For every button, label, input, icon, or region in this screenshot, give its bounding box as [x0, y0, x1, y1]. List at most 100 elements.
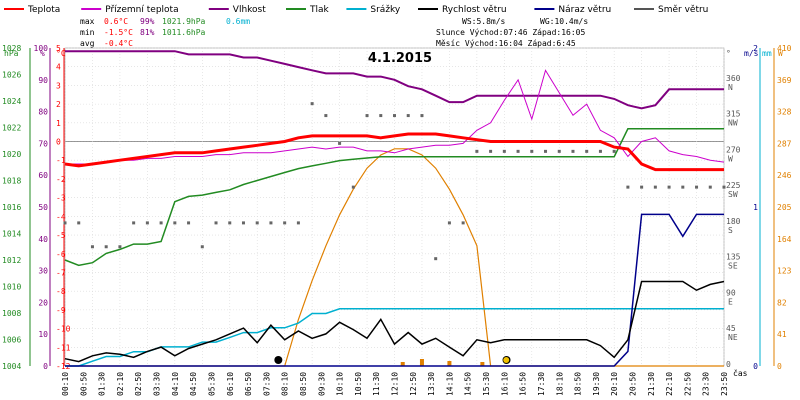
- axis-unit-time: čas: [733, 368, 748, 378]
- tick-degc-3: 2: [56, 100, 61, 109]
- chart-title: 4.1.2015: [368, 51, 432, 66]
- axes: hPa% °C1028102610241022102010181016101410…: [2, 44, 792, 396]
- stat-temp-0: 0.6°C: [104, 17, 128, 26]
- moon-info: Měsíc Východ:16:04 Západ:6:45: [436, 39, 576, 48]
- direction-point-33: [516, 149, 520, 153]
- direction-point-0: [63, 221, 67, 225]
- direction-point-39: [598, 149, 602, 153]
- tick-hpa-5: 1018: [2, 177, 21, 186]
- direction-point-26: [420, 114, 424, 118]
- tick-ms-0: 2: [753, 44, 758, 53]
- tick-pct-6: 40: [38, 235, 48, 244]
- direction-point-16: [283, 221, 287, 225]
- direction-point-13: [241, 221, 245, 225]
- tick-time-8: 05:30: [207, 372, 216, 396]
- axis-unit-deg: °: [726, 49, 731, 58]
- series-pressure: [64, 128, 724, 267]
- tick-dir-6: 90: [726, 288, 736, 297]
- tick-time-30: 20:10: [610, 372, 619, 396]
- sunrise-marker: [274, 356, 283, 364]
- direction-point-14: [255, 221, 259, 225]
- direction-point-9: [187, 221, 191, 225]
- legend-label-0: Teplota: [27, 5, 60, 15]
- legend: Teplota Přízemní teplota Vlhkost Tlak Srážky…: [4, 5, 708, 15]
- tick-degc-13: -8: [56, 287, 66, 296]
- tick-dir-compass-5: SE: [728, 262, 738, 271]
- tick-pct-8: 20: [38, 298, 48, 307]
- tick-degc-7: -2: [56, 175, 66, 184]
- legend-label-2: Vlhkost: [233, 5, 266, 15]
- tick-time-9: 06:10: [226, 372, 235, 396]
- tick-time-2: 01:30: [98, 372, 107, 396]
- direction-point-38: [585, 149, 589, 153]
- tick-time-5: 03:30: [153, 372, 162, 396]
- moonrise-marker: [503, 357, 510, 363]
- tick-degc-15: -10: [56, 325, 71, 334]
- tick-dir-5: 135: [726, 253, 741, 262]
- tick-dir-2: 270: [726, 145, 741, 154]
- tick-time-29: 19:30: [592, 372, 601, 396]
- stat-hum-1: 81%: [140, 28, 155, 37]
- tick-dir-7: 45: [726, 324, 736, 333]
- tick-hpa-3: 1022: [2, 124, 21, 133]
- tick-time-15: 10:10: [336, 372, 345, 396]
- direction-point-40: [612, 149, 616, 153]
- tick-hpa-4: 1020: [2, 150, 21, 159]
- tick-pct-3: 70: [38, 139, 48, 148]
- direction-point-29: [461, 221, 465, 225]
- direction-point-7: [159, 221, 163, 225]
- tick-time-10: 06:50: [244, 372, 253, 396]
- tick-time-3: 02:10: [116, 372, 125, 396]
- tick-dir-8: 0: [726, 360, 731, 369]
- tick-time-0: 00:10: [61, 372, 70, 396]
- series-layer: [63, 50, 726, 367]
- tick-pct-9: 10: [38, 330, 48, 339]
- solar-spike-3: [480, 362, 485, 366]
- tick-w-7: 123: [777, 267, 792, 276]
- tick-pct-4: 60: [38, 171, 48, 180]
- direction-point-24: [393, 114, 396, 118]
- tick-dir-compass-3: SW: [728, 190, 738, 199]
- tick-w-10: 0: [777, 362, 782, 371]
- stat-label-2: avg: [80, 39, 95, 48]
- tick-dir-3: 225: [726, 181, 741, 190]
- series-ground-temp: [65, 69, 725, 165]
- solar-spike-0: [400, 362, 405, 366]
- tick-degc-12: -7: [56, 268, 66, 277]
- direction-point-32: [502, 149, 506, 153]
- tick-degc-14: -9: [56, 306, 66, 315]
- direction-point-15: [269, 221, 273, 225]
- tick-time-36: 23:50: [720, 372, 729, 396]
- tick-degc-11: -6: [56, 250, 66, 259]
- tick-hpa-8: 1012: [2, 256, 21, 265]
- stat-temp-2: -0.4°C: [104, 39, 133, 48]
- direction-point-19: [324, 114, 328, 118]
- sun-info: Slunce Východ:07:46 Západ:16:05: [436, 28, 585, 37]
- axis-unit-ms: m/s: [744, 49, 759, 58]
- tick-pct-0: 100: [34, 44, 49, 53]
- header-texts: max 0.6°C 99% 1021.9hPa 0.6mm min -1.5°C 81% 101…: [80, 17, 588, 66]
- tick-time-25: 16:50: [519, 372, 528, 396]
- direction-point-28: [447, 221, 451, 225]
- direction-point-43: [653, 185, 657, 189]
- direction-point-36: [557, 149, 561, 153]
- tick-time-1: 00:50: [79, 372, 88, 396]
- tick-time-27: 18:10: [555, 372, 564, 396]
- tick-w-8: 82: [777, 298, 787, 307]
- direction-point-47: [708, 185, 712, 189]
- axis-unit-pct: %: [40, 49, 45, 58]
- tick-dir-compass-4: S: [728, 226, 733, 235]
- tick-hpa-7: 1014: [2, 230, 21, 239]
- direction-point-46: [695, 185, 699, 189]
- direction-point-6: [145, 221, 149, 225]
- tick-w-1: 369: [777, 76, 792, 85]
- tick-pct-1: 90: [38, 76, 48, 85]
- tick-dir-0: 360: [726, 74, 741, 83]
- tick-hpa-0: 1028: [2, 44, 21, 53]
- series-humidity: [65, 50, 724, 110]
- direction-point-21: [351, 185, 355, 189]
- tick-w-5: 205: [777, 203, 792, 212]
- tick-time-7: 04:50: [189, 372, 198, 396]
- direction-point-42: [640, 185, 644, 189]
- tick-time-28: 18:50: [574, 372, 583, 396]
